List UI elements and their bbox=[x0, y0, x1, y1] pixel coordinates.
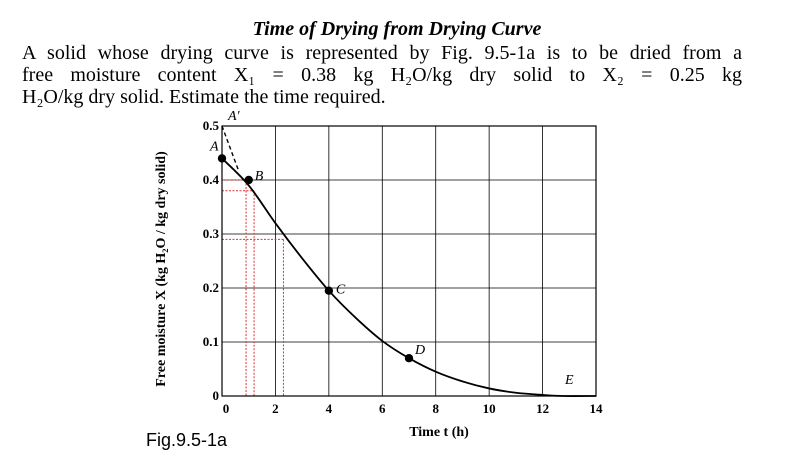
point-label-a: A bbox=[209, 139, 219, 154]
point-marker-c bbox=[324, 286, 334, 295]
y-tick-label: 0.1 bbox=[203, 334, 219, 349]
point-label-c: C bbox=[336, 283, 346, 298]
x-tick-label: 2 bbox=[272, 401, 279, 416]
x-tick-label: 4 bbox=[326, 401, 333, 416]
x-tick-label: 6 bbox=[379, 401, 386, 416]
plot-frame bbox=[221, 125, 597, 397]
point-marker-b bbox=[244, 175, 253, 185]
tick-labels: 2 4 6 8 10 12 14 00 0.1 0.2 0.3 0.4 0.5 bbox=[203, 118, 603, 416]
x-tick-label: 12 bbox=[536, 401, 549, 416]
y-tick-label: 0.4 bbox=[203, 172, 220, 187]
problem-line-1: A solid whose drying curve is represente… bbox=[22, 42, 742, 64]
y-tick-label: 0.2 bbox=[203, 280, 219, 295]
dashed-initial-segment bbox=[221, 125, 239, 170]
x-tick-label: 0 bbox=[223, 401, 230, 416]
point-label-e: E bbox=[564, 373, 574, 388]
point-label-b: B bbox=[255, 169, 264, 184]
point-label-d: D bbox=[414, 343, 425, 358]
problem-line-2: free moisture content X₁ = 0.38 kg H₂O/k… bbox=[22, 64, 742, 86]
point-markers: A′ A B C D E bbox=[209, 109, 574, 388]
x-axis-label: Time t (h) bbox=[409, 425, 469, 440]
y-tick-label: 0 bbox=[213, 388, 220, 403]
problem-title: Time of Drying from Drying Curve bbox=[252, 18, 542, 40]
point-marker-a bbox=[217, 154, 227, 163]
point-marker-d bbox=[404, 354, 414, 363]
problem-line-3: H₂O/kg dry solid. Estimate the time requ… bbox=[22, 86, 386, 108]
x-tick-label: 10 bbox=[483, 401, 496, 416]
reference-guides bbox=[222, 179, 284, 396]
x-tick-label: 8 bbox=[432, 401, 439, 416]
problem-statement: A solid whose drying curve is represente… bbox=[22, 42, 742, 108]
y-axis-label: Free moisture X (kg H₂O / kg dry solid) bbox=[154, 151, 169, 387]
y-tick-label: 0.5 bbox=[203, 118, 220, 133]
point-label-a: A′ bbox=[227, 109, 241, 124]
x-tick-label: 14 bbox=[590, 401, 604, 416]
figure-caption: Fig.9.5-1a bbox=[146, 430, 228, 450]
y-tick-label: 0.3 bbox=[203, 226, 220, 241]
